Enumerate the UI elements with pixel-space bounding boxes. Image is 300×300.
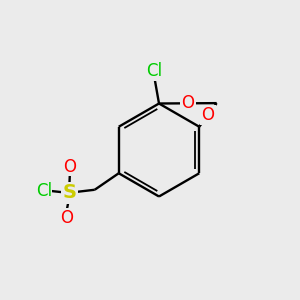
Text: O: O <box>181 94 194 112</box>
Text: S: S <box>62 183 76 202</box>
Text: O: O <box>63 158 76 176</box>
Text: O: O <box>60 209 73 227</box>
Text: Cl: Cl <box>146 62 163 80</box>
Text: O: O <box>202 106 214 124</box>
Text: Cl: Cl <box>36 182 52 200</box>
